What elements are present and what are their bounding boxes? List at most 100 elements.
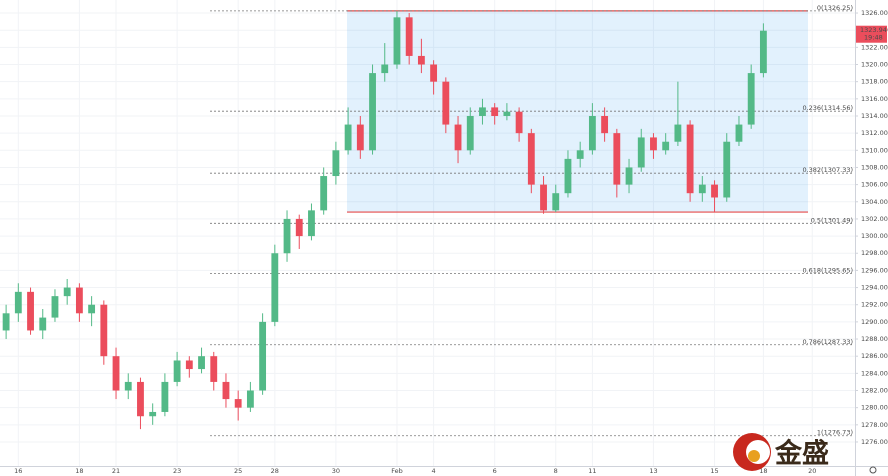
candle-body (75, 287, 83, 314)
y-tick-label: 1316.00 (861, 95, 888, 103)
candle-body (259, 321, 267, 391)
y-tick-label: 1276.00 (861, 438, 888, 446)
y-tick-label: 1300.00 (861, 232, 888, 240)
candle-body (711, 184, 718, 198)
candle-body (356, 124, 364, 151)
y-tick-label: 1318.00 (861, 78, 888, 86)
last-time-label: 19:48 (864, 34, 883, 42)
y-tick-label: 1314.00 (861, 112, 888, 120)
candle-body (112, 356, 120, 391)
y-tick-label: 1286.00 (861, 352, 888, 360)
candle-body (625, 167, 633, 185)
x-tick-label: 21 (112, 467, 120, 475)
watermark-text: 金盛 (774, 438, 829, 470)
candle-body (503, 111, 511, 116)
x-tick-label: 8 (554, 467, 558, 475)
candle-body (210, 356, 218, 382)
candle-body (137, 381, 144, 417)
candle-body (637, 137, 645, 168)
fib-label: 0.382(1307.33) (802, 166, 853, 174)
x-tick-label: 28 (271, 467, 279, 475)
candle-body (222, 381, 230, 400)
candle-body (381, 64, 389, 74)
candle-body (161, 381, 169, 412)
y-tick-label: 1282.00 (861, 387, 888, 395)
candle-body (723, 141, 731, 198)
x-tick-label: 11 (588, 467, 596, 475)
y-tick-label: 1312.00 (861, 129, 888, 137)
x-tick-label: Feb (391, 467, 403, 475)
candle-body (417, 55, 425, 65)
candle-body (491, 107, 499, 116)
y-tick-label: 1294.00 (861, 284, 888, 292)
x-tick-label: 16 (14, 467, 22, 475)
fib-label: 0.5(1301.49) (811, 216, 853, 224)
y-tick-label: 1280.00 (861, 404, 888, 412)
y-tick-label: 1292.00 (861, 301, 888, 309)
candle-body (735, 124, 743, 142)
y-tick-label: 1296.00 (861, 266, 888, 274)
y-tick-label: 1306.00 (861, 181, 888, 189)
x-tick-label: 6 (493, 467, 497, 475)
y-tick-label: 1284.00 (861, 369, 888, 377)
candle-body (2, 313, 10, 331)
y-tick-label: 1302.00 (861, 215, 888, 223)
candle-body (576, 150, 584, 159)
y-tick-label: 1288.00 (861, 335, 888, 343)
x-tick-label: 18 (75, 467, 83, 475)
settings-icon[interactable] (869, 466, 877, 474)
candle-body (63, 287, 71, 297)
candle-body (308, 210, 315, 237)
last-price-label: 1323.94 (860, 26, 887, 34)
y-tick-label: 1298.00 (861, 249, 888, 257)
candle-body (369, 73, 376, 151)
candle-body (332, 150, 340, 177)
candle-body (747, 73, 755, 125)
candle-body (283, 218, 291, 254)
x-tick-label: 30 (332, 467, 340, 475)
x-tick-label: 18 (759, 467, 767, 475)
y-tick-label: 1326.00 (861, 9, 888, 17)
candle-body (613, 133, 621, 185)
candle-body (320, 176, 328, 211)
candle-body (515, 111, 523, 134)
candle-body (344, 124, 352, 151)
fib-label: 1(1276.73) (817, 429, 853, 437)
x-tick-label: 20 (808, 467, 816, 475)
candle-body (100, 304, 108, 357)
x-tick-label: 13 (649, 467, 657, 475)
fib-label: 0.786(1287.33) (802, 338, 853, 346)
x-tick-label: 25 (234, 467, 242, 475)
candle-body (295, 218, 303, 237)
candle-body (588, 115, 596, 151)
candle-body (442, 81, 450, 125)
candle-body (527, 133, 535, 185)
y-tick-label: 1304.00 (861, 198, 888, 206)
candle-body (51, 296, 59, 318)
x-tick-label: 15 (710, 467, 718, 475)
candle-body (124, 381, 132, 391)
candle-body (198, 356, 205, 370)
last-price-box (856, 25, 887, 43)
fib-label: 0.236(1314.56) (802, 104, 853, 112)
watermark: 金盛 (733, 433, 829, 471)
y-tick-label: 1320.00 (861, 61, 888, 69)
fib-label: 0.618(1295.65) (802, 266, 853, 274)
y-tick-label: 1290.00 (861, 318, 888, 326)
candle-body (405, 17, 413, 56)
candle-body (454, 124, 462, 151)
candle-body (650, 137, 657, 151)
candle-body (271, 253, 279, 322)
candle-body (674, 124, 682, 142)
candle-body (759, 30, 767, 74)
candle-body (479, 107, 486, 116)
y-tick-label: 1310.00 (861, 146, 888, 154)
candle-body (14, 291, 22, 314)
x-tick-label: 4 (432, 467, 436, 475)
candle-body (430, 64, 438, 82)
candles (2, 10, 767, 430)
fib-label: 0(1326.25) (817, 4, 853, 12)
candle-body (149, 411, 157, 417)
candle-body (686, 124, 694, 194)
